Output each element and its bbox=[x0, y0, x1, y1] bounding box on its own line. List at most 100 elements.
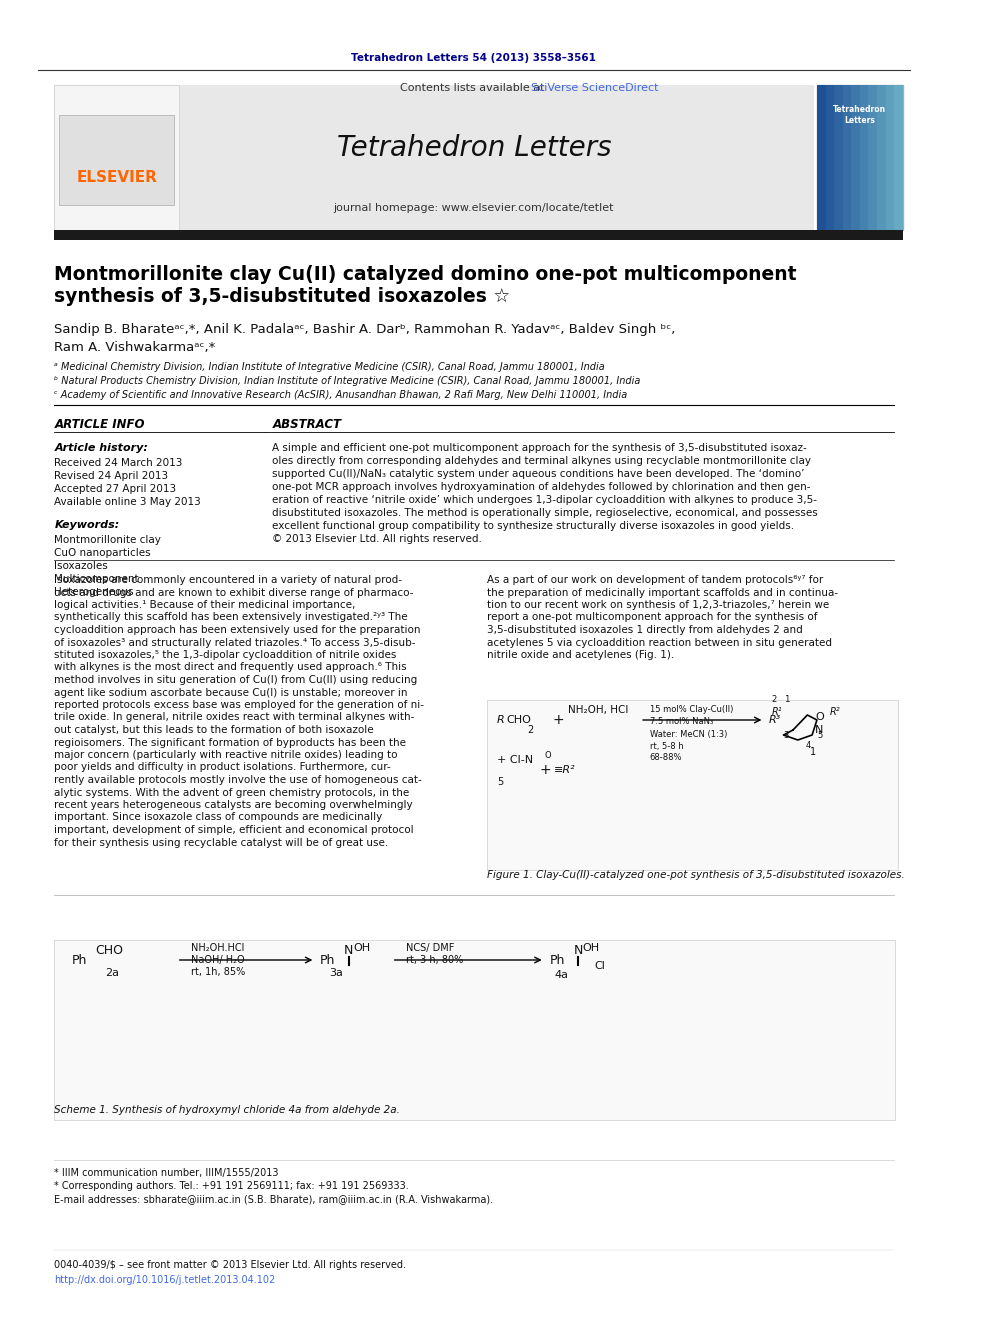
Text: 3a: 3a bbox=[329, 968, 343, 978]
Text: ≡R²: ≡R² bbox=[555, 765, 575, 775]
Text: 2: 2 bbox=[528, 725, 534, 736]
Text: nitrile oxide and acetylenes (Fig. 1).: nitrile oxide and acetylenes (Fig. 1). bbox=[487, 650, 675, 660]
Text: CHO: CHO bbox=[506, 714, 532, 725]
Text: ELSEVIER: ELSEVIER bbox=[76, 171, 157, 185]
Bar bbox=[895, 85, 903, 230]
Text: Figure 1. Clay-Cu(II)-catalyzed one-pot synthesis of 3,5-disubstituted isoxazole: Figure 1. Clay-Cu(II)-catalyzed one-pot … bbox=[487, 871, 905, 880]
Text: http://dx.doi.org/10.1016/j.tetlet.2013.04.102: http://dx.doi.org/10.1016/j.tetlet.2013.… bbox=[55, 1275, 276, 1285]
Text: ABSTRACT: ABSTRACT bbox=[272, 418, 341, 431]
Text: method involves in situ generation of Cu(I) from Cu(II) using reducing: method involves in situ generation of Cu… bbox=[55, 675, 418, 685]
Text: Montmorillonite clay: Montmorillonite clay bbox=[55, 534, 162, 545]
Text: trile oxide. In general, nitrile oxides react with terminal alkynes with-: trile oxide. In general, nitrile oxides … bbox=[55, 713, 415, 722]
Text: acetylenes 5 via cycloaddition reaction between in situ generated: acetylenes 5 via cycloaddition reaction … bbox=[487, 638, 832, 647]
Text: report a one-pot multicomponent approach for the synthesis of: report a one-pot multicomponent approach… bbox=[487, 613, 817, 623]
Text: CHO: CHO bbox=[95, 943, 124, 957]
Text: Tetrahedron Letters: Tetrahedron Letters bbox=[336, 134, 611, 161]
Text: ᶜ Academy of Scientific and Innovative Research (AcSIR), Anusandhan Bhawan, 2 Ra: ᶜ Academy of Scientific and Innovative R… bbox=[55, 390, 628, 400]
Text: R²: R² bbox=[829, 706, 840, 717]
Text: Article history:: Article history: bbox=[55, 443, 149, 452]
Text: As a part of our work on development of tandem protocols⁶ʸ⁷ for: As a part of our work on development of … bbox=[487, 576, 823, 585]
Text: Ph: Ph bbox=[550, 954, 564, 967]
Text: Ph: Ph bbox=[320, 954, 335, 967]
Text: the preparation of medicinally important scaffolds and in continua-: the preparation of medicinally important… bbox=[487, 587, 838, 598]
Bar bbox=[877, 85, 886, 230]
Text: important, development of simple, efficient and economical protocol: important, development of simple, effici… bbox=[55, 826, 414, 835]
Bar bbox=[55, 85, 814, 230]
Text: Ram A. Vishwakarmaᵃᶜ,*: Ram A. Vishwakarmaᵃᶜ,* bbox=[55, 340, 216, 353]
Text: * IIIM communication number, IIIM/1555/2013: * IIIM communication number, IIIM/1555/2… bbox=[55, 1168, 279, 1177]
Text: Received 24 March 2013: Received 24 March 2013 bbox=[55, 458, 183, 468]
Text: tion to our recent work on synthesis of 1,2,3-triazoles,⁷ herein we: tion to our recent work on synthesis of … bbox=[487, 601, 829, 610]
Text: 2   1: 2 1 bbox=[772, 696, 791, 705]
Text: 2a: 2a bbox=[105, 968, 119, 978]
Text: Scheme 1. Synthesis of hydroxymyl chloride 4a from aldehyde 2a.: Scheme 1. Synthesis of hydroxymyl chlori… bbox=[55, 1105, 401, 1115]
Bar bbox=[834, 85, 842, 230]
Text: © 2013 Elsevier Ltd. All rights reserved.: © 2013 Elsevier Ltd. All rights reserved… bbox=[272, 534, 482, 544]
Text: Contents lists available at: Contents lists available at bbox=[400, 83, 548, 93]
Text: cycloaddition approach has been extensively used for the preparation: cycloaddition approach has been extensiv… bbox=[55, 624, 421, 635]
Text: agent like sodium ascorbate because Cu(I) is unstable; moreover in: agent like sodium ascorbate because Cu(I… bbox=[55, 688, 408, 697]
Bar bbox=[55, 230, 903, 239]
Text: 3,5-disubstituted isoxazoles 1 directly from aldehydes 2 and: 3,5-disubstituted isoxazoles 1 directly … bbox=[487, 624, 804, 635]
Bar bbox=[487, 700, 898, 871]
Text: Ph: Ph bbox=[71, 954, 87, 967]
Text: 15 mol% Clay-Cu(II): 15 mol% Clay-Cu(II) bbox=[650, 705, 733, 714]
Text: major concern (particularly with reactive nitrile oxides) leading to: major concern (particularly with reactiv… bbox=[55, 750, 398, 759]
Bar bbox=[886, 85, 895, 230]
Text: ARTICLE INFO: ARTICLE INFO bbox=[55, 418, 145, 431]
Text: Tetrahedron
Letters: Tetrahedron Letters bbox=[833, 105, 887, 126]
Text: alytic systems. With the advent of green chemistry protocols, in the: alytic systems. With the advent of green… bbox=[55, 787, 410, 798]
Text: 7.5 mol% NaN₃: 7.5 mol% NaN₃ bbox=[650, 717, 713, 726]
Text: R: R bbox=[497, 714, 505, 725]
Text: Isoxazoles: Isoxazoles bbox=[55, 561, 108, 572]
Text: 68-88%: 68-88% bbox=[650, 754, 682, 762]
Text: Multicomponent: Multicomponent bbox=[55, 574, 139, 583]
Text: SciVerse ScienceDirect: SciVerse ScienceDirect bbox=[532, 83, 659, 93]
Text: N: N bbox=[573, 943, 582, 957]
Text: 5: 5 bbox=[816, 732, 822, 741]
Text: NH₂OH.HCl: NH₂OH.HCl bbox=[191, 943, 244, 953]
Text: A simple and efficient one-pot multicomponent approach for the synthesis of 3,5-: A simple and efficient one-pot multicomp… bbox=[272, 443, 807, 452]
Text: oles directly from corresponding aldehydes and terminal alkynes using recyclable: oles directly from corresponding aldehyd… bbox=[272, 456, 811, 466]
Text: out catalyst, but this leads to the formation of both isoxazole: out catalyst, but this leads to the form… bbox=[55, 725, 374, 736]
Text: disubstituted isoxazoles. The method is operationally simple, regioselective, ec: disubstituted isoxazoles. The method is … bbox=[272, 508, 818, 519]
Bar bbox=[55, 941, 895, 1121]
Bar bbox=[816, 85, 903, 230]
Text: rt, 5-8 h: rt, 5-8 h bbox=[650, 741, 683, 750]
Text: synthetically this scaffold has been extensively investigated.²ʸ³ The: synthetically this scaffold has been ext… bbox=[55, 613, 408, 623]
Bar bbox=[825, 85, 834, 230]
Text: OH: OH bbox=[353, 943, 371, 953]
Text: 3: 3 bbox=[784, 730, 789, 740]
Text: logical activities.¹ Because of their medicinal importance,: logical activities.¹ Because of their me… bbox=[55, 601, 356, 610]
Text: rt, 3 h, 80%: rt, 3 h, 80% bbox=[406, 955, 463, 964]
Text: * Corresponding authors. Tel.: +91 191 2569111; fax: +91 191 2569333.: * Corresponding authors. Tel.: +91 191 2… bbox=[55, 1181, 410, 1191]
Text: NaOH/ H₂O: NaOH/ H₂O bbox=[191, 955, 245, 964]
Text: + Cl-N: + Cl-N bbox=[497, 755, 533, 765]
Text: reported protocols excess base was employed for the generation of ni-: reported protocols excess base was emplo… bbox=[55, 700, 425, 710]
Text: important. Since isoxazole class of compounds are medicinally: important. Since isoxazole class of comp… bbox=[55, 812, 383, 823]
Text: 5: 5 bbox=[497, 777, 503, 787]
Text: Revised 24 April 2013: Revised 24 April 2013 bbox=[55, 471, 169, 482]
Text: poor yields and difficulty in product isolations. Furthermore, cur-: poor yields and difficulty in product is… bbox=[55, 762, 391, 773]
Text: with alkynes is the most direct and frequently used approach.⁶ This: with alkynes is the most direct and freq… bbox=[55, 663, 407, 672]
Text: Available online 3 May 2013: Available online 3 May 2013 bbox=[55, 497, 201, 507]
Text: 0040-4039/$ – see front matter © 2013 Elsevier Ltd. All rights reserved.: 0040-4039/$ – see front matter © 2013 El… bbox=[55, 1259, 407, 1270]
Text: Accepted 27 April 2013: Accepted 27 April 2013 bbox=[55, 484, 177, 493]
Text: one-pot MCR approach involves hydroxyamination of aldehydes followed by chlorina: one-pot MCR approach involves hydroxyami… bbox=[272, 482, 810, 492]
Text: N: N bbox=[815, 725, 823, 736]
Text: rently available protocols mostly involve the use of homogeneous cat-: rently available protocols mostly involv… bbox=[55, 775, 423, 785]
Text: CuO nanoparticles: CuO nanoparticles bbox=[55, 548, 151, 558]
Text: NCS/ DMF: NCS/ DMF bbox=[406, 943, 454, 953]
Text: Cl: Cl bbox=[594, 960, 605, 971]
Bar bbox=[842, 85, 851, 230]
Text: for their synthesis using recyclable catalyst will be of great use.: for their synthesis using recyclable cat… bbox=[55, 837, 389, 848]
Text: synthesis of 3,5-disubstituted isoxazoles ☆: synthesis of 3,5-disubstituted isoxazole… bbox=[55, 287, 511, 307]
Text: of isoxazoles³ and structurally related triazoles.⁴ To access 3,5-disub-: of isoxazoles³ and structurally related … bbox=[55, 638, 416, 647]
Text: recent years heterogeneous catalysts are becoming overwhelmingly: recent years heterogeneous catalysts are… bbox=[55, 800, 413, 810]
Text: O: O bbox=[815, 712, 823, 722]
Text: 4a: 4a bbox=[555, 970, 568, 980]
Text: R³: R³ bbox=[769, 714, 782, 725]
Text: Montmorillonite clay Cu(II) catalyzed domino one-pot multicomponent: Montmorillonite clay Cu(II) catalyzed do… bbox=[55, 266, 797, 284]
Text: stituted isoxazoles,⁵ the 1,3-dipolar cycloaddition of nitrile oxides: stituted isoxazoles,⁵ the 1,3-dipolar cy… bbox=[55, 650, 397, 660]
Text: +: + bbox=[540, 763, 552, 777]
